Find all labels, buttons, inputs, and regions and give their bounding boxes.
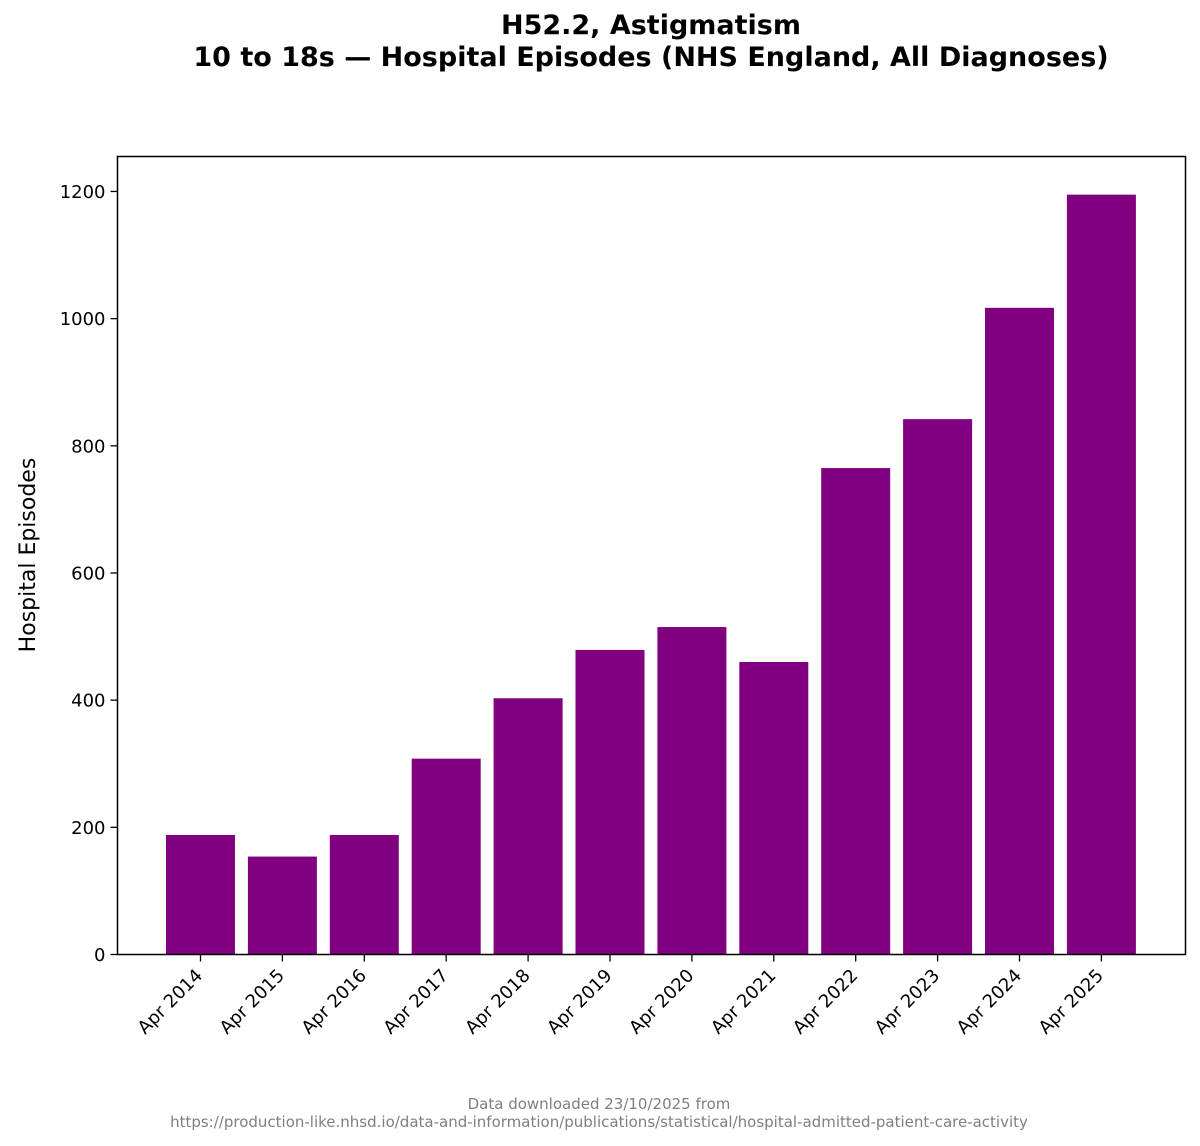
x-tick-label: Apr 2014 [134,965,207,1038]
bar-apr-2014 [166,834,235,955]
x-axis-ticks: Apr 2014 Apr 2015 Apr 2016 Apr 2017 Apr 2018… [134,954,1108,1038]
chart-title: H52.2, Astigmatism 10 to 18s — Hospital … [0,10,1200,74]
y-tick-label: 1200 [60,182,106,203]
bar-apr-2016 [329,834,399,955]
y-tick-label: 400 [71,691,105,712]
y-tick-label: 600 [71,563,105,584]
plot-frame [116,155,1187,956]
bar-apr-2021 [739,662,809,955]
bar-apr-2019 [575,649,645,955]
x-tick-label: Apr 2019 [543,965,616,1038]
x-tick-label: Apr 2023 [871,965,944,1038]
footer-line2: https://production-like.nhsd.io/data-and… [170,1113,1028,1131]
y-tick-label: 0 [94,945,105,966]
bar-apr-2024 [985,307,1054,955]
x-tick-label: Apr 2020 [625,965,698,1038]
y-tick-label: 1000 [60,309,106,330]
bars-group [166,194,1136,955]
x-tick-label: Apr 2018 [461,965,534,1038]
footer-line1: Data downloaded 23/10/2025 from [467,1095,731,1113]
bar-apr-2022 [821,468,891,955]
bar-apr-2015 [247,856,317,955]
bar-apr-2018 [493,698,563,955]
y-axis-label: Hospital Episodes [16,458,41,653]
bar-apr-2023 [903,419,973,955]
y-tick-label: 200 [71,818,105,839]
source-footer: Data downloaded 23/10/2025 from https://… [0,1095,1198,1131]
chart-title-line2: 10 to 18s — Hospital Episodes (NHS Engla… [193,42,1109,73]
x-tick-label: Apr 2024 [953,965,1026,1038]
x-tick-label: Apr 2022 [789,965,862,1038]
bar-apr-2020 [657,627,727,955]
chart-title-line1: H52.2, Astigmatism [500,10,802,41]
x-tick-label: Apr 2017 [379,965,452,1038]
bar-apr-2025 [1066,194,1136,955]
x-tick-label: Apr 2015 [216,965,289,1038]
bar-apr-2017 [411,758,481,955]
y-axis-ticks: 0 200 400 600 800 1000 1200 [60,182,118,966]
y-tick-label: 800 [71,436,105,457]
x-tick-label: Apr 2021 [707,965,780,1038]
x-tick-label: Apr 2025 [1035,965,1108,1038]
x-tick-label: Apr 2016 [298,965,371,1038]
